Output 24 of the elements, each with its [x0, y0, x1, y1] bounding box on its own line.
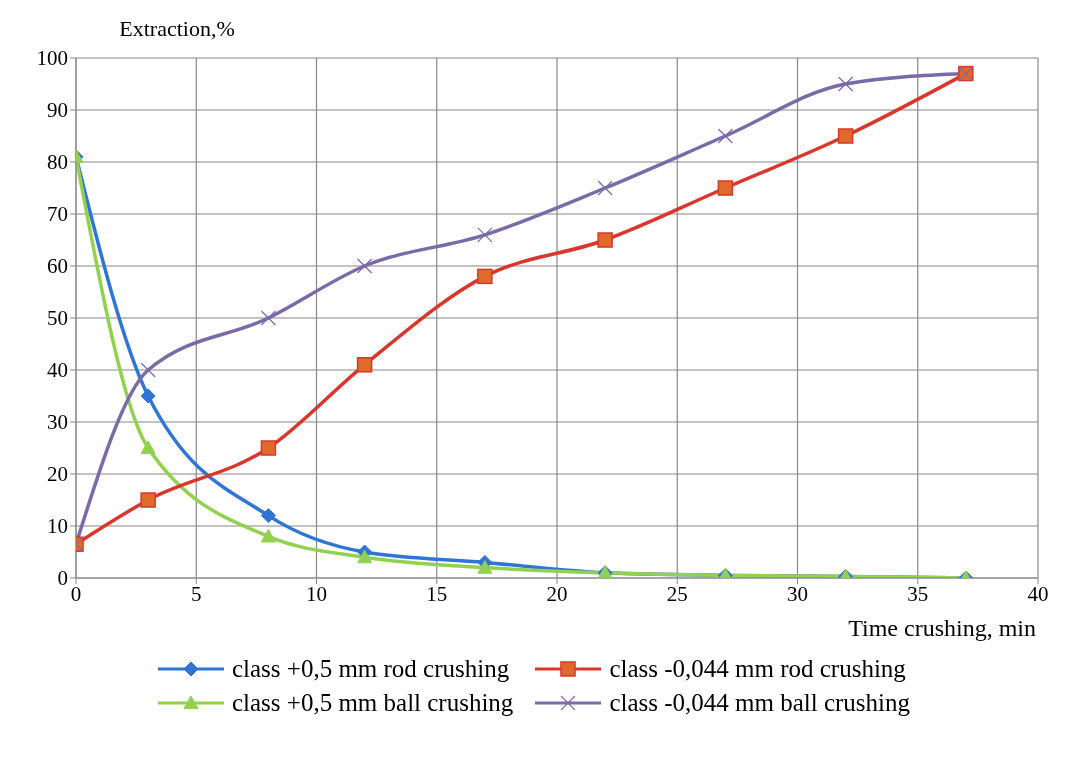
x-tick-label: 5 — [191, 581, 202, 606]
y-tick-label: 80 — [47, 150, 68, 175]
x-tick-label: 15 — [426, 581, 448, 606]
x-tick-label: 10 — [306, 581, 327, 606]
legend-label: class -0,044 mm ball crushing — [609, 689, 911, 717]
legend-label: class -0,044 mm rod crushing — [609, 655, 906, 683]
legend-label: class +0,5 mm rod crushing — [231, 655, 510, 683]
y-tick-label: 100 — [36, 46, 68, 71]
y-tick-label: 90 — [47, 98, 68, 123]
x-tick-label: 35 — [907, 581, 929, 606]
y-tick-label: 70 — [47, 202, 68, 227]
y-tick-label: 10 — [47, 514, 68, 539]
x-tick-label: 30 — [787, 581, 808, 606]
y-tick-label: 20 — [47, 462, 68, 487]
x-axis-title: Time crushing, min — [848, 615, 1036, 641]
y-tick-label: 30 — [47, 410, 68, 435]
y-tick-label: 50 — [47, 306, 68, 331]
y-tick-label: 60 — [47, 254, 68, 279]
y-axis-title: Extraction,% — [119, 16, 235, 41]
x-tick-label: 20 — [546, 581, 568, 606]
x-tick-label: 25 — [666, 581, 688, 606]
legend-label: class +0,5 mm ball crushing — [231, 689, 514, 717]
x-tick-label: 40 — [1027, 581, 1049, 606]
y-tick-label: 40 — [47, 358, 68, 383]
